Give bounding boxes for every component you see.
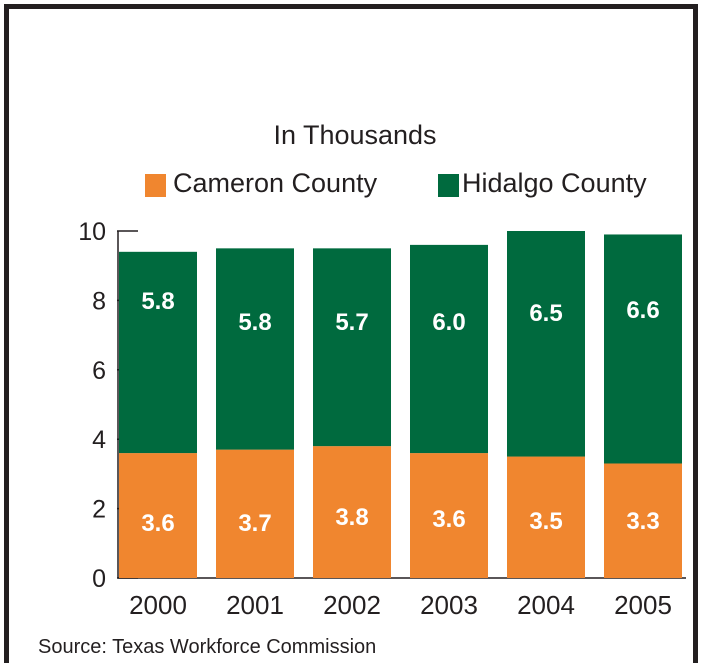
y-tick-label: 4 bbox=[92, 426, 106, 454]
bar-cameron-2005 bbox=[604, 463, 682, 578]
bar-hidalgo-2000 bbox=[119, 251, 197, 454]
y-tick-label: 2 bbox=[92, 496, 106, 524]
x-tick-label: 2003 bbox=[420, 590, 478, 620]
data-label-cameron-2000: 3.6 bbox=[141, 510, 174, 537]
bar-cameron-2004 bbox=[507, 456, 585, 578]
bar-hidalgo-2005 bbox=[604, 234, 682, 464]
legend-swatch-cameron bbox=[145, 174, 166, 197]
x-tick-label: 2002 bbox=[323, 590, 381, 620]
data-label-cameron-2003: 3.6 bbox=[432, 506, 465, 533]
data-label-hidalgo-2003: 6.0 bbox=[432, 309, 465, 336]
chart-subtitle: In Thousands bbox=[273, 120, 437, 150]
data-label-hidalgo-2001: 5.8 bbox=[238, 309, 271, 336]
bar-hidalgo-2002 bbox=[313, 248, 391, 447]
legend-label-hidalgo: Hidalgo County bbox=[462, 168, 647, 198]
bar-cameron-2003 bbox=[410, 453, 488, 578]
x-tick-label: 2000 bbox=[129, 590, 187, 620]
bar-hidalgo-2004 bbox=[507, 231, 585, 457]
data-label-hidalgo-2005: 6.6 bbox=[626, 297, 659, 324]
data-label-cameron-2005: 3.3 bbox=[626, 508, 659, 535]
x-tick-label: 2005 bbox=[614, 590, 672, 620]
bar-hidalgo-2001 bbox=[216, 248, 294, 450]
y-tick-label: 10 bbox=[78, 218, 106, 246]
legend-swatch-hidalgo bbox=[438, 174, 459, 197]
source-note: Source: Texas Workforce Commission bbox=[38, 636, 377, 658]
data-label-hidalgo-2004: 6.5 bbox=[529, 300, 562, 327]
data-label-cameron-2004: 3.5 bbox=[529, 508, 562, 535]
bar-hidalgo-2003 bbox=[410, 244, 488, 454]
data-label-cameron-2002: 3.8 bbox=[335, 504, 368, 531]
data-label-cameron-2001: 3.7 bbox=[238, 510, 271, 537]
x-tick-label: 2001 bbox=[226, 590, 284, 620]
bar-cameron-2001 bbox=[216, 449, 294, 578]
data-label-hidalgo-2000: 5.8 bbox=[141, 288, 174, 315]
y-tick-label: 8 bbox=[92, 287, 106, 315]
x-tick-label: 2004 bbox=[517, 590, 575, 620]
bar-cameron-2002 bbox=[313, 446, 391, 578]
bar-cameron-2000 bbox=[119, 453, 197, 578]
y-tick-label: 0 bbox=[92, 565, 106, 593]
y-tick-label: 6 bbox=[92, 357, 106, 385]
data-label-hidalgo-2002: 5.7 bbox=[335, 309, 368, 336]
legend-label-cameron: Cameron County bbox=[173, 168, 378, 198]
